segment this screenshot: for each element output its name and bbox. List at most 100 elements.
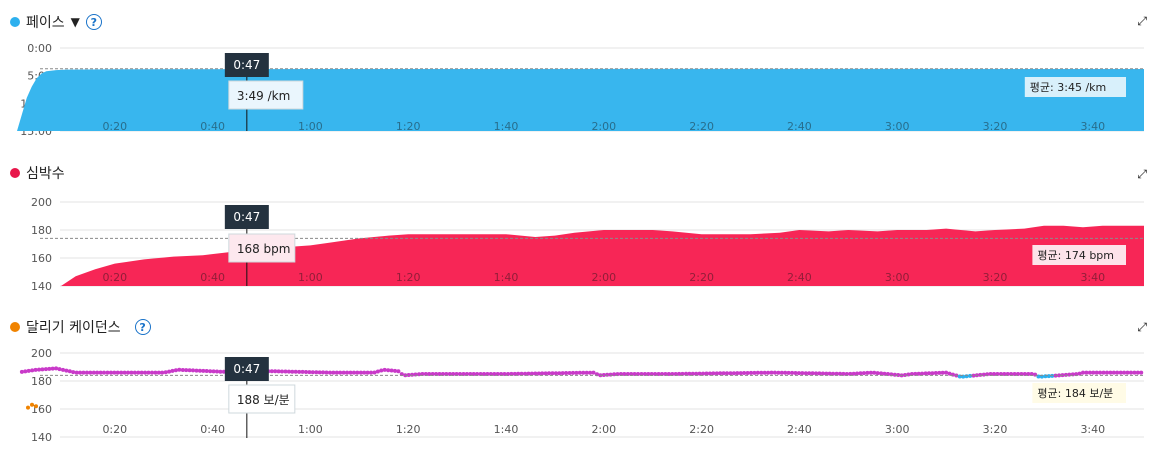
data-point	[139, 370, 144, 375]
data-point	[858, 371, 863, 376]
help-icon[interactable]: ?	[134, 319, 151, 335]
data-point	[286, 369, 291, 374]
cursor-time-bg	[224, 53, 269, 77]
y-tick-label: 140	[31, 431, 52, 444]
series-area	[17, 225, 1144, 286]
data-point	[102, 370, 106, 375]
data-point	[608, 372, 613, 377]
y-tick-label: 160	[31, 252, 52, 265]
data-point	[526, 371, 531, 376]
data-point	[365, 370, 370, 375]
data-point	[783, 370, 788, 375]
data-point	[396, 369, 401, 374]
data-point	[317, 370, 322, 375]
data-point	[88, 370, 93, 375]
data-point	[61, 367, 65, 372]
x-tick-label: 2:40	[787, 120, 812, 133]
data-point	[772, 370, 777, 375]
data-point	[37, 367, 41, 372]
data-point	[769, 370, 774, 375]
data-point	[571, 370, 575, 375]
data-point	[947, 371, 952, 376]
data-point	[807, 371, 812, 376]
data-point	[1084, 370, 1089, 375]
data-point	[369, 370, 373, 375]
x-tick-label: 1:40	[494, 271, 519, 284]
heart-rate-legend-dot	[10, 168, 20, 178]
data-point	[810, 371, 815, 376]
x-tick-label: 0:40	[200, 423, 225, 436]
heart-rate-chart: 200 180 160 140 0:20 0:40 1:00 1:20 1:40 2:00 2:20…	[17, 196, 1144, 293]
x-tick-label: 2:40	[787, 423, 812, 436]
data-point	[762, 370, 767, 375]
data-point	[156, 370, 161, 375]
data-point	[834, 371, 839, 376]
data-point	[191, 368, 195, 373]
data-point	[701, 371, 706, 376]
data-point	[1125, 370, 1130, 375]
data-point	[694, 371, 699, 376]
data-point	[1067, 372, 1072, 377]
x-tick-label: 3:40	[1080, 120, 1105, 133]
data-point	[892, 372, 897, 377]
cursor-time: 0:47	[233, 210, 260, 224]
cursor-time-bg	[224, 357, 269, 381]
x-tick-label: 3:20	[983, 271, 1008, 284]
data-point	[43, 367, 48, 372]
data-point	[923, 371, 928, 376]
data-point	[533, 371, 538, 376]
y-tick-label: 180	[31, 375, 52, 388]
data-point	[896, 373, 901, 377]
data-point	[584, 370, 589, 375]
data-point	[755, 370, 760, 375]
data-point	[540, 371, 545, 376]
data-point	[351, 370, 356, 375]
x-tick-label: 0:40	[200, 271, 225, 284]
data-point	[776, 370, 781, 375]
data-point	[933, 371, 938, 375]
x-tick-label: 3:20	[983, 120, 1008, 133]
data-point	[23, 369, 28, 374]
data-point	[817, 371, 822, 376]
data-point	[283, 369, 288, 374]
expand-icon[interactable]: ⤢	[1137, 167, 1147, 181]
data-point	[557, 371, 562, 376]
x-tick-label: 1:00	[298, 271, 323, 284]
data-point	[509, 371, 514, 376]
expand-icon[interactable]: ⤢	[1137, 14, 1147, 28]
cursor-value-bg	[228, 80, 304, 110]
data-point	[348, 370, 353, 375]
data-point	[40, 367, 45, 372]
dropdown-caret-icon[interactable]: ▼	[70, 15, 80, 29]
data-point	[690, 371, 695, 376]
data-point	[95, 370, 100, 375]
data-point	[882, 371, 887, 376]
data-point	[1111, 370, 1116, 375]
data-point	[950, 372, 955, 377]
data-point	[677, 371, 682, 376]
data-point	[1091, 370, 1096, 375]
data-point	[766, 370, 771, 375]
data-point	[143, 370, 148, 375]
data-point	[334, 370, 339, 375]
x-tick-label: 3:00	[885, 120, 910, 133]
data-point	[173, 368, 178, 373]
data-point	[341, 370, 346, 375]
x-tick-label: 1:40	[494, 423, 519, 436]
help-icon[interactable]: ?	[85, 14, 102, 30]
data-point	[108, 370, 113, 375]
x-tick-label: 2:00	[591, 423, 616, 436]
data-point	[34, 404, 38, 409]
data-point	[187, 368, 192, 373]
data-point	[146, 370, 151, 375]
x-tick-label: 1:40	[494, 120, 519, 133]
data-point	[940, 370, 945, 375]
data-point	[971, 373, 976, 378]
data-point	[529, 371, 534, 376]
data-point	[184, 368, 189, 373]
data-point	[1094, 370, 1099, 375]
data-point	[375, 369, 380, 374]
data-point	[851, 371, 856, 376]
expand-icon[interactable]: ⤢	[1137, 320, 1147, 334]
data-point	[752, 370, 757, 375]
